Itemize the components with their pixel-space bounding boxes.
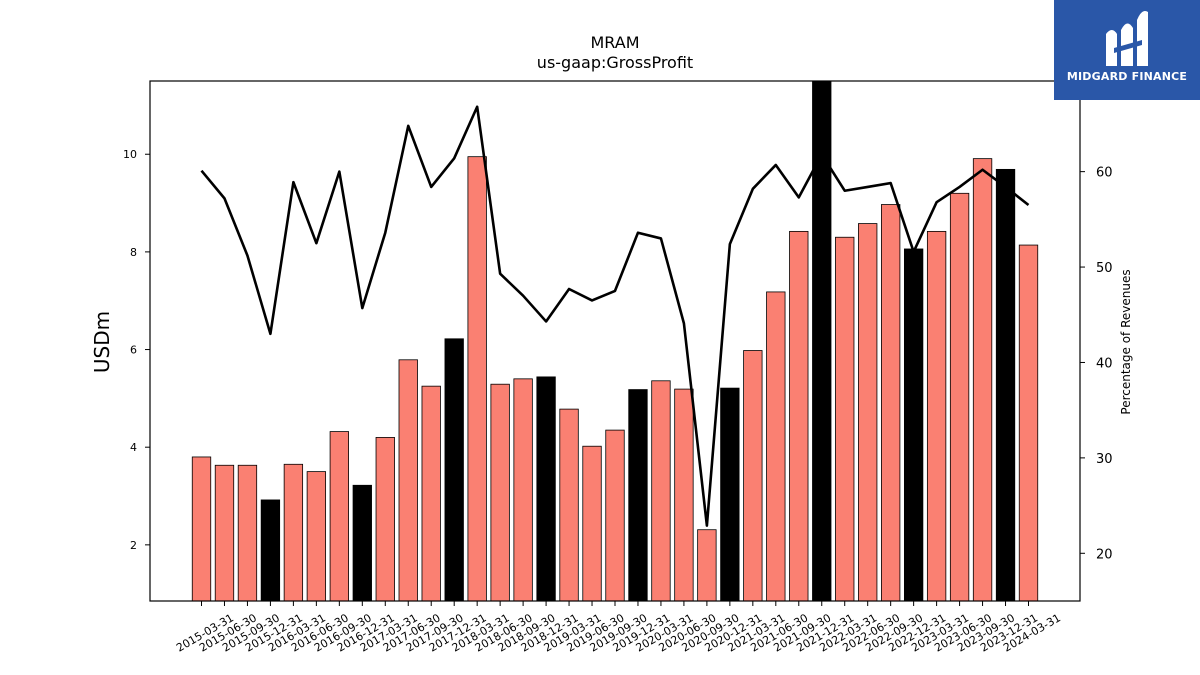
bar	[674, 388, 694, 602]
y-tick-label: 2	[130, 539, 137, 552]
chart-subtitle: us-gaap:GrossProfit	[537, 53, 693, 72]
bar	[467, 156, 487, 602]
bar	[720, 387, 740, 602]
y-tick-label: 6	[130, 344, 137, 357]
bar	[697, 529, 717, 602]
bars	[191, 80, 1039, 602]
bar	[559, 408, 579, 602]
bar	[972, 158, 993, 602]
bar	[858, 223, 878, 602]
y-tick-label: 8	[130, 246, 137, 259]
y-right-tick-label: 30	[1096, 452, 1113, 467]
chart-title: MRAM	[590, 33, 639, 52]
bar	[329, 431, 349, 602]
bar	[789, 230, 809, 602]
axes: 24681020304050602015-03-312015-06-302015…	[123, 80, 1113, 655]
bar	[995, 168, 1016, 602]
bar	[352, 484, 372, 602]
bar	[260, 499, 281, 602]
bar	[812, 80, 832, 602]
bar	[835, 236, 855, 602]
bar	[582, 445, 602, 602]
bar	[651, 380, 671, 602]
y-tick-label: 4	[130, 441, 137, 454]
bar	[398, 359, 418, 602]
bar	[903, 248, 924, 602]
y-axis-label-right: Percentage of Revenues	[1119, 269, 1133, 414]
bar	[214, 464, 235, 602]
bar	[306, 471, 327, 602]
y-right-tick-label: 50	[1096, 261, 1113, 276]
bar	[1018, 244, 1039, 602]
bar	[536, 376, 556, 602]
bar	[766, 291, 786, 602]
bar	[421, 385, 441, 602]
bar	[375, 437, 395, 602]
y-right-tick-label: 20	[1096, 547, 1113, 562]
logo-text: MIDGARD FINANCE	[1066, 70, 1188, 83]
margin-series-line	[200, 105, 1030, 527]
bar	[881, 204, 901, 602]
y-axis-label-left: USDm	[90, 311, 114, 373]
bar	[191, 456, 212, 602]
bar	[490, 383, 510, 602]
bar	[444, 338, 464, 602]
bar	[949, 192, 970, 602]
bar	[926, 230, 947, 602]
bar	[513, 378, 533, 602]
bar	[628, 389, 648, 602]
y-right-tick-label: 60	[1096, 166, 1113, 181]
bar	[237, 464, 258, 602]
midgard-finance-logo: MIDGARD FINANCE	[1054, 0, 1200, 100]
bar	[605, 429, 625, 602]
y-tick-label: 10	[123, 148, 137, 161]
midgard-logo-icon	[1106, 11, 1148, 66]
bar	[743, 350, 763, 602]
bar	[283, 463, 304, 602]
y-right-tick-label: 40	[1096, 356, 1113, 371]
margin-line	[200, 105, 1030, 527]
